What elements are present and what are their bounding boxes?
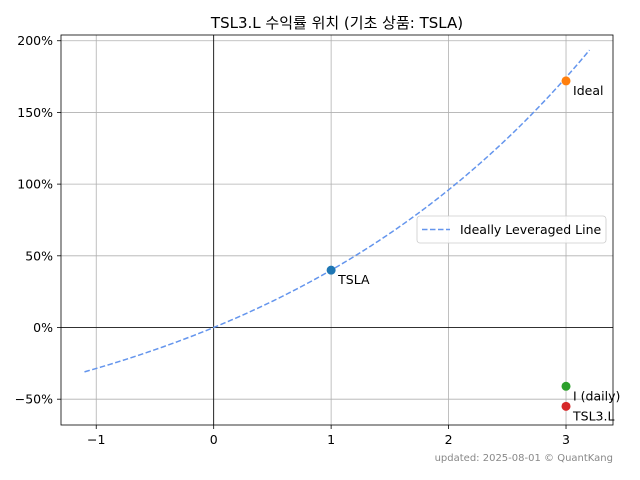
chart-title: TSL3.L 수익률 위치 (기초 상품: TSLA) xyxy=(210,14,463,32)
plot-frame xyxy=(60,34,614,426)
y-tick-label: 50% xyxy=(25,248,53,263)
x-tick-label: −1 xyxy=(87,432,105,447)
y-tick-label: 150% xyxy=(17,105,53,120)
legend-box xyxy=(416,215,607,244)
point-tsla xyxy=(326,265,336,275)
point-label-tsla: TSLA xyxy=(337,272,370,287)
x-tick-label: 1 xyxy=(327,432,335,447)
legend-label: Ideally Leveraged Line xyxy=(460,222,602,237)
point-ideal xyxy=(561,76,571,86)
footer-credit: updated: 2025-08-01 © QuantKang xyxy=(434,453,613,464)
y-tick-label: 200% xyxy=(17,33,53,48)
point-label-tsl3-l: TSL3.L xyxy=(572,408,614,423)
point-label-ideal: Ideal xyxy=(573,83,603,98)
point-tsl3-l xyxy=(561,401,571,411)
y-tick-label: −50% xyxy=(15,392,53,407)
y-tick-label: 0% xyxy=(33,320,53,335)
series-line-ideally-leveraged xyxy=(84,49,591,373)
x-tick-label: 2 xyxy=(445,432,453,447)
x-tick-label: 0 xyxy=(210,432,218,447)
y-tick-label: 100% xyxy=(17,177,53,192)
point-label-i-daily: I (daily) xyxy=(573,388,620,403)
x-tick-label: 3 xyxy=(562,432,570,447)
point-i-daily xyxy=(561,381,571,391)
